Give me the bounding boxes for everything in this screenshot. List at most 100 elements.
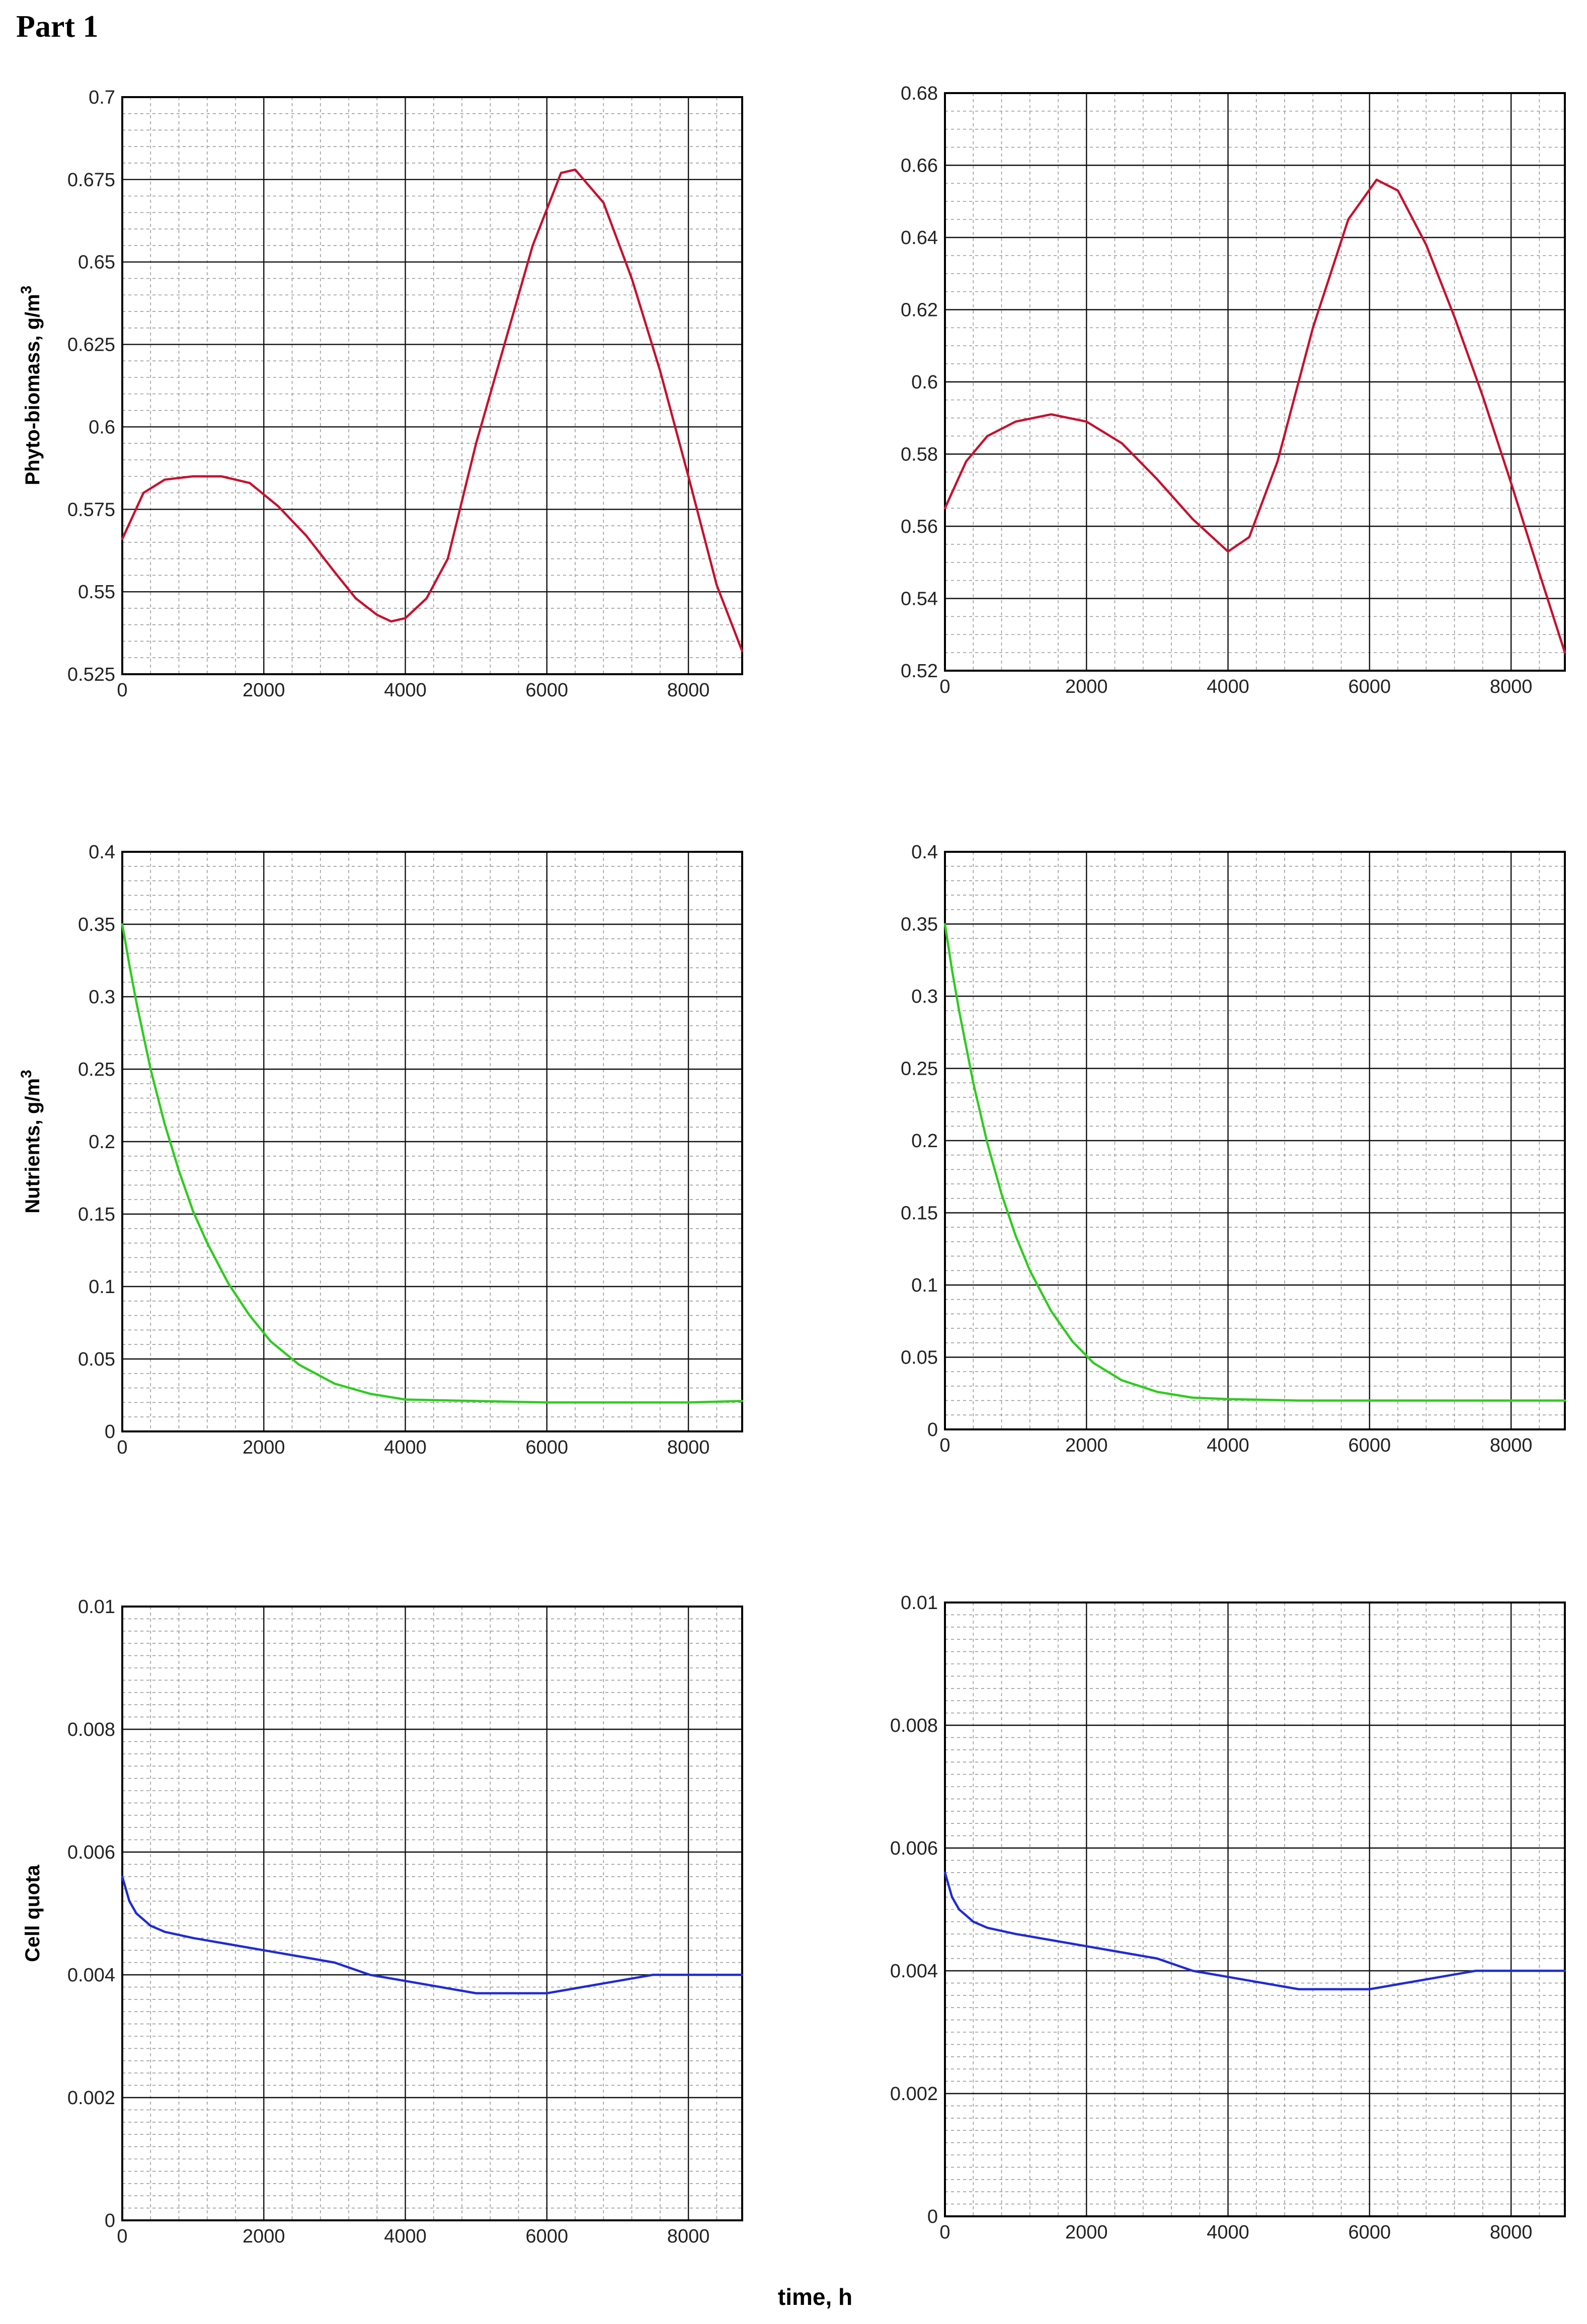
data-point	[1000, 1193, 1003, 1195]
x-tick-label: 0	[117, 680, 127, 701]
data-point	[404, 617, 407, 619]
data-point	[1510, 482, 1513, 484]
data-point	[1227, 1976, 1229, 1978]
chart-phyto-left: 0 2000 4000 6000 8000 0.525 0.55 0.575 0.6 0.625 0…	[18, 87, 744, 701]
y-tick-label: 0.66	[901, 155, 938, 177]
y-axis-label: Phyto-biomass, g/m3	[18, 286, 44, 486]
data-point	[958, 1908, 961, 1910]
data-point	[149, 1925, 152, 1927]
data-point	[475, 442, 478, 445]
data-point	[1092, 1362, 1095, 1364]
chart-nutrients-left: 0 2000 4000 6000 8000 0 0.05 0.1 0.15 0.2 0.25 0.3 0…	[18, 842, 743, 1458]
data-point	[723, 1974, 725, 1976]
y-tick-label: 0.15	[78, 1204, 115, 1225]
x-tick-label: 2000	[243, 1437, 285, 1458]
data-point	[1156, 478, 1158, 480]
data-point	[503, 343, 506, 346]
y-tick-label: 0.006	[890, 1838, 938, 1859]
data-point	[121, 1875, 123, 1878]
y-tick-label: 0.008	[890, 1715, 938, 1736]
data-point	[545, 1401, 548, 1404]
chart-cellquota-right: 0 2000 4000 6000 8000 0 0.002 0.004 0.006 0.008 0.…	[890, 1592, 1566, 2243]
y-tick-label: 0.4	[911, 842, 938, 863]
data-point	[206, 1242, 208, 1244]
data-point	[1538, 572, 1541, 575]
data-point	[1014, 420, 1017, 423]
data-point	[128, 964, 131, 966]
data-point	[369, 1974, 371, 1976]
data-point	[1050, 1939, 1052, 1941]
data-point	[1298, 1399, 1300, 1402]
data-point	[192, 1937, 194, 1939]
data-point	[659, 370, 661, 372]
data-point	[355, 597, 357, 600]
plot-frame	[121, 851, 743, 1432]
data-point	[277, 505, 279, 507]
data-point	[1050, 413, 1052, 416]
data-point	[164, 1931, 166, 1933]
data-point	[376, 614, 378, 616]
chart-nutrients-right: 0 2000 4000 6000 8000 0 0.05 0.1 0.15 0.2 0.25 0.3 0…	[901, 842, 1566, 1456]
data-point	[1368, 1988, 1371, 1990]
data-point	[687, 475, 690, 477]
x-tick-label: 2000	[1065, 676, 1108, 697]
data-point	[616, 1401, 619, 1404]
data-point	[1156, 1391, 1158, 1393]
data-point	[128, 1900, 131, 1902]
y-tick-label: 0.575	[67, 499, 115, 520]
data-point	[121, 923, 123, 925]
data-point	[298, 1955, 300, 1958]
data-point	[446, 557, 449, 560]
data-point	[1085, 420, 1088, 423]
data-point	[227, 1283, 229, 1285]
data-point	[560, 172, 562, 174]
y-axis-label: Cell quota	[22, 1865, 44, 1962]
y-tick-label: 0.35	[901, 914, 938, 935]
data-point	[510, 1992, 513, 1994]
data-point	[1333, 1988, 1335, 1990]
y-tick-label: 0.525	[67, 664, 115, 685]
data-point	[164, 1123, 166, 1126]
x-tick-label: 2000	[1065, 2222, 1108, 2243]
data-point	[1121, 1951, 1123, 1954]
data-point	[574, 169, 577, 171]
data-point	[944, 1871, 946, 1874]
data-point	[1192, 1970, 1194, 1972]
data-point	[1368, 1399, 1371, 1402]
series-line	[121, 1876, 742, 1994]
x-tick-label: 6000	[1348, 2222, 1391, 2243]
data-point	[121, 538, 123, 540]
y-tick-label: 0.4	[89, 842, 115, 863]
x-tick-label: 4000	[384, 680, 427, 701]
y-tick-label: 0.55	[78, 582, 115, 603]
data-point	[135, 1912, 138, 1914]
y-tick-label: 0.625	[67, 335, 115, 356]
data-point	[249, 1314, 251, 1317]
data-point	[1347, 218, 1350, 221]
plot-frame	[944, 851, 1566, 1430]
data-point	[1439, 1399, 1442, 1402]
x-tick-label: 4000	[1207, 1435, 1249, 1456]
data-point	[1564, 1970, 1566, 1972]
data-point	[298, 1364, 300, 1366]
data-point	[404, 1398, 407, 1401]
y-tick-label: 0.6	[89, 417, 115, 438]
y-tick-label: 0.002	[67, 2088, 115, 2109]
y-tick-label: 0	[927, 2206, 938, 2227]
y-tick-label: 0.25	[901, 1059, 938, 1080]
data-point	[1121, 442, 1123, 444]
y-tick-label: 0.002	[890, 2083, 938, 2105]
y-axis-label-superscript: 3	[18, 1070, 35, 1078]
data-point	[986, 1142, 989, 1145]
data-point	[1453, 315, 1456, 318]
series-line	[121, 924, 743, 1404]
data-point	[333, 1961, 336, 1964]
data-point	[944, 507, 946, 510]
y-tick-label: 0	[105, 2210, 115, 2231]
data-point	[986, 435, 989, 437]
data-point	[602, 201, 605, 204]
data-point	[1545, 1970, 1548, 1972]
chart-phyto-right: 0 2000 4000 6000 8000 0.52 0.54 0.56 0.58 0.6 0.62…	[901, 83, 1566, 697]
y-tick-label: 0.01	[901, 1592, 938, 1614]
data-point	[1227, 550, 1229, 553]
